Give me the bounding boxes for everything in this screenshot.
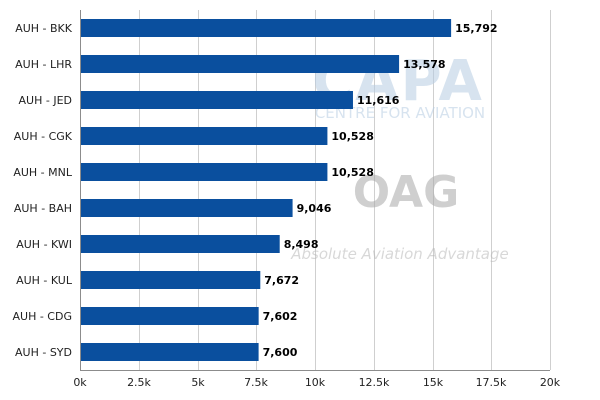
x-axis: 0k 2.5k 5k 7.5k 10k 12.5k 15k 17.5k 20k	[73, 10, 561, 389]
bar	[81, 271, 261, 289]
value-label: 7,600	[263, 346, 298, 359]
category-label: AUH - KUL	[16, 274, 73, 287]
bars	[81, 19, 452, 361]
x-tick-label: 7.5k	[244, 376, 268, 389]
value-label: 7,672	[264, 274, 299, 287]
x-tick-label: 0k	[73, 376, 87, 389]
category-label: AUH - JED	[19, 94, 72, 107]
oag-tagline: Absolute Aviation Advantage	[290, 245, 509, 263]
oag-logo: OAG	[353, 167, 459, 218]
value-label: 13,578	[403, 58, 445, 71]
bar	[81, 19, 452, 37]
bar	[81, 55, 400, 73]
value-label: 8,498	[284, 238, 319, 251]
watermark: CAPA CENTRE FOR AVIATION OAG Absolute Av…	[290, 49, 509, 263]
x-tick-label: 15k	[423, 376, 444, 389]
bar	[81, 91, 353, 109]
x-tick-label: 20k	[540, 376, 561, 389]
value-label: 10,528	[331, 130, 373, 143]
value-label: 9,046	[297, 202, 332, 215]
value-label: 10,528	[331, 166, 373, 179]
category-labels: AUH - BKK 15,792 AUH - LHR 13,578 AUH - JED 1…	[13, 22, 498, 359]
x-tick-label: 2.5k	[127, 376, 151, 389]
category-label: AUH - LHR	[15, 58, 72, 71]
x-tick-label: 12.5k	[359, 376, 390, 389]
x-tick-label: 10k	[305, 376, 326, 389]
category-label: AUH - BKK	[15, 22, 73, 35]
capa-tagline: CENTRE FOR AVIATION	[315, 104, 485, 122]
bar	[81, 163, 328, 181]
value-label: 7,602	[263, 310, 298, 323]
x-tick-label: 17.5k	[476, 376, 507, 389]
category-label: AUH - MNL	[13, 166, 73, 179]
value-label: 15,792	[455, 22, 497, 35]
bar	[81, 307, 259, 325]
bar	[81, 199, 293, 217]
category-label: AUH - CGK	[14, 130, 73, 143]
category-label: AUH - SYD	[15, 346, 72, 359]
category-label: AUH - BAH	[14, 202, 72, 215]
bar	[81, 235, 280, 253]
category-label: AUH - KWI	[16, 238, 72, 251]
category-label: AUH - CDG	[13, 310, 73, 323]
x-tick-label: 5k	[191, 376, 205, 389]
bar	[81, 343, 259, 361]
bar	[81, 127, 328, 145]
value-label: 11,616	[357, 94, 400, 107]
